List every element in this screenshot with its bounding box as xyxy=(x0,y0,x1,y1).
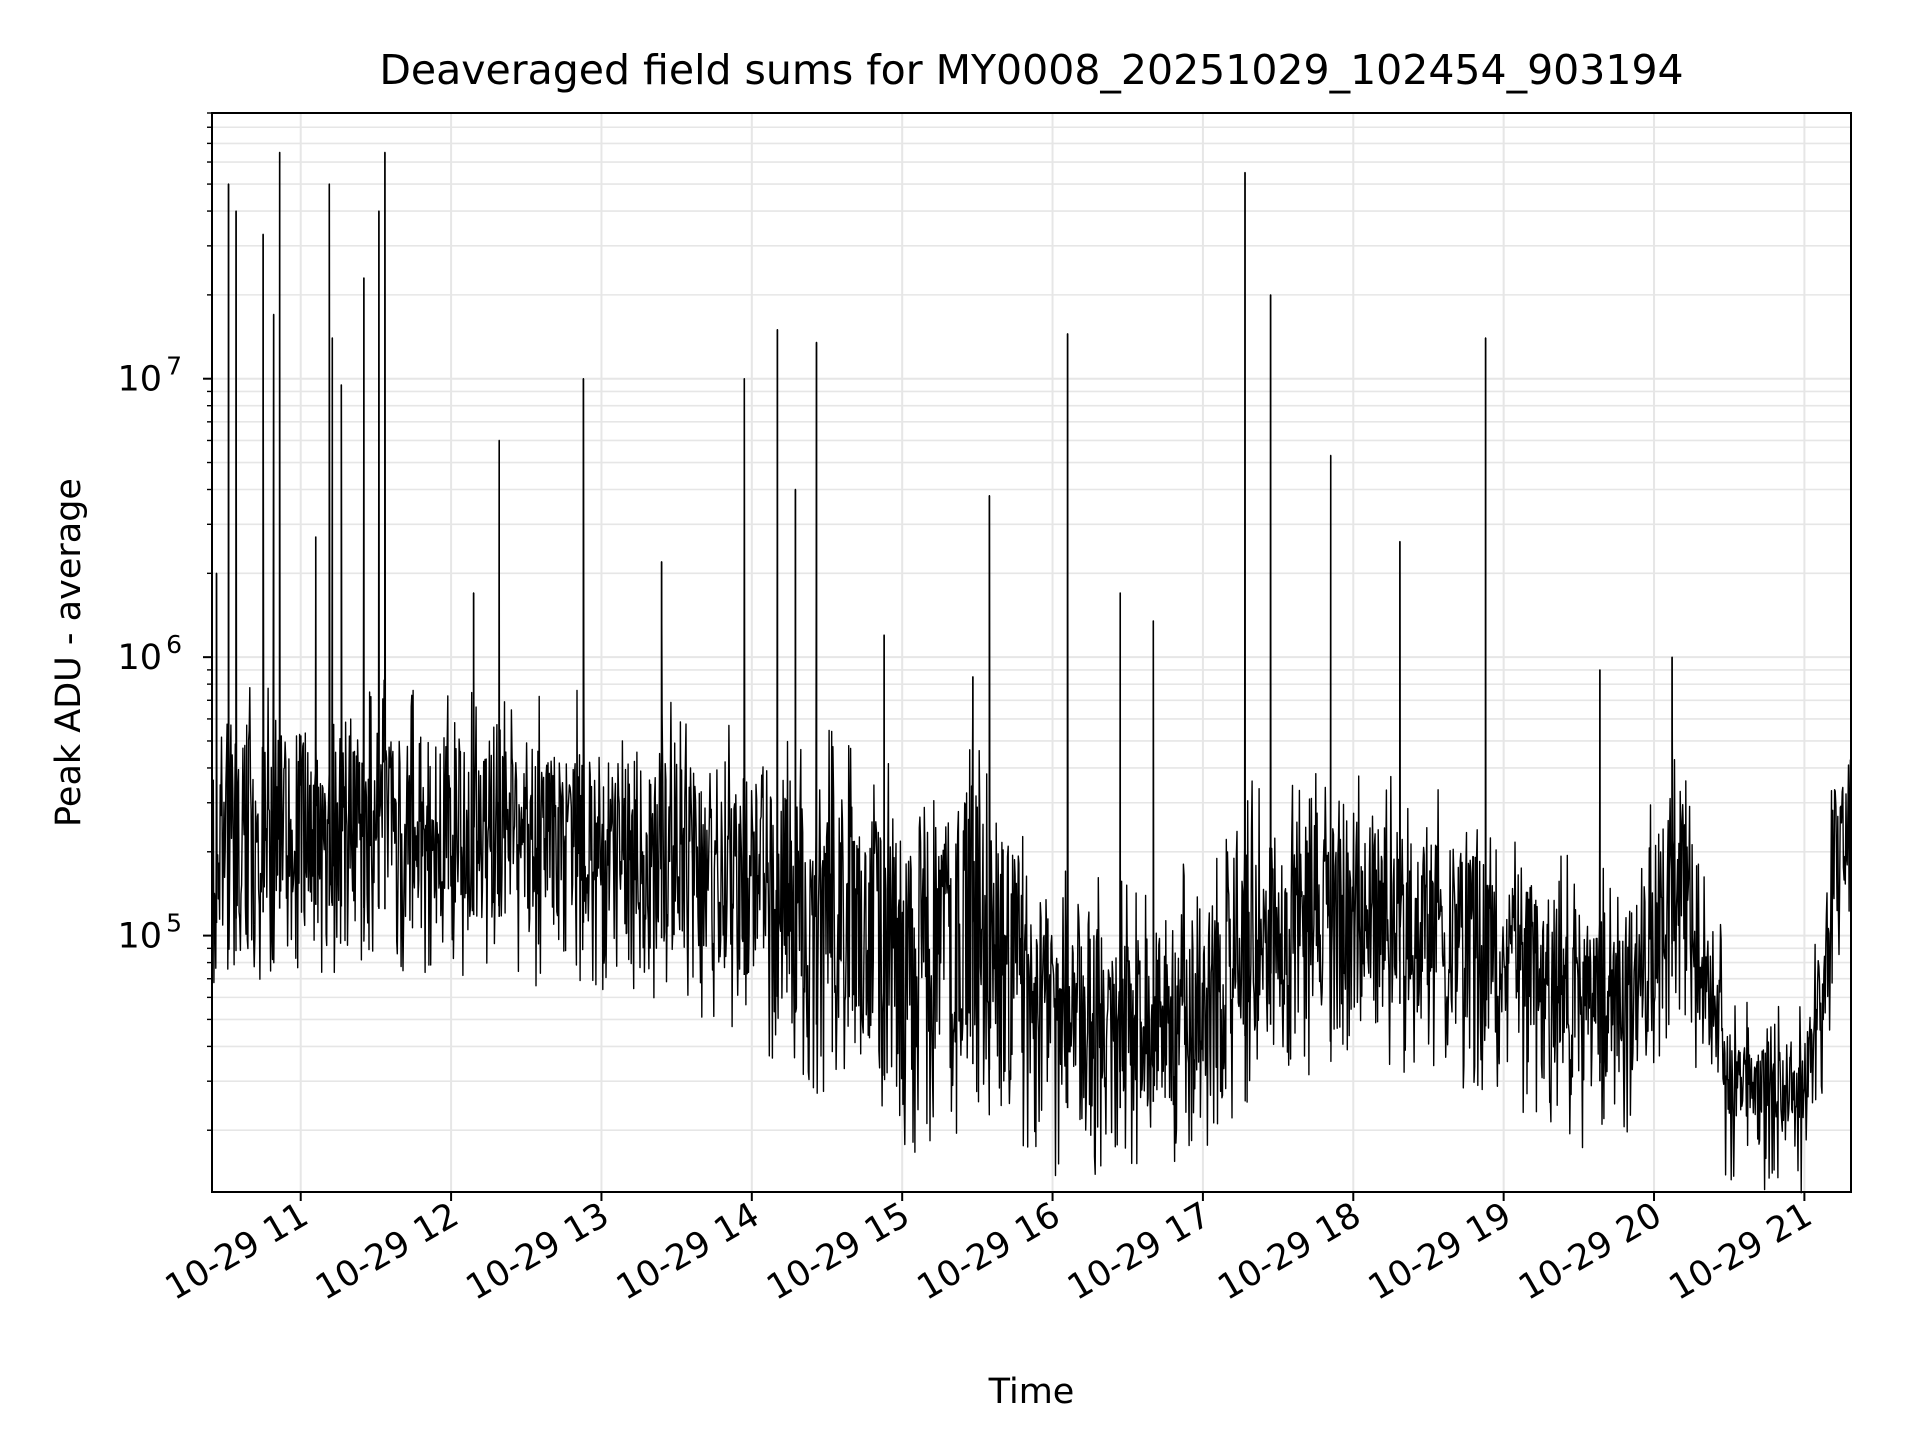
chart-title: Deaveraged field sums for MY0008_2025102… xyxy=(379,46,1683,94)
y-tick-exponent: 7 xyxy=(166,352,182,381)
data-layer xyxy=(211,151,1852,1194)
series-line xyxy=(211,151,1852,1194)
y-tick-label: 10 xyxy=(117,360,162,400)
y-tick-exponent: 5 xyxy=(166,909,182,938)
y-axis-label: Peak ADU - average xyxy=(49,478,89,827)
y-tick-label: 10 xyxy=(117,638,162,678)
y-tick-exponent: 6 xyxy=(166,630,182,659)
x-axis-label: Time xyxy=(988,1372,1075,1412)
plot-frame xyxy=(211,112,1852,1193)
y-tick-label: 10 xyxy=(117,917,162,957)
